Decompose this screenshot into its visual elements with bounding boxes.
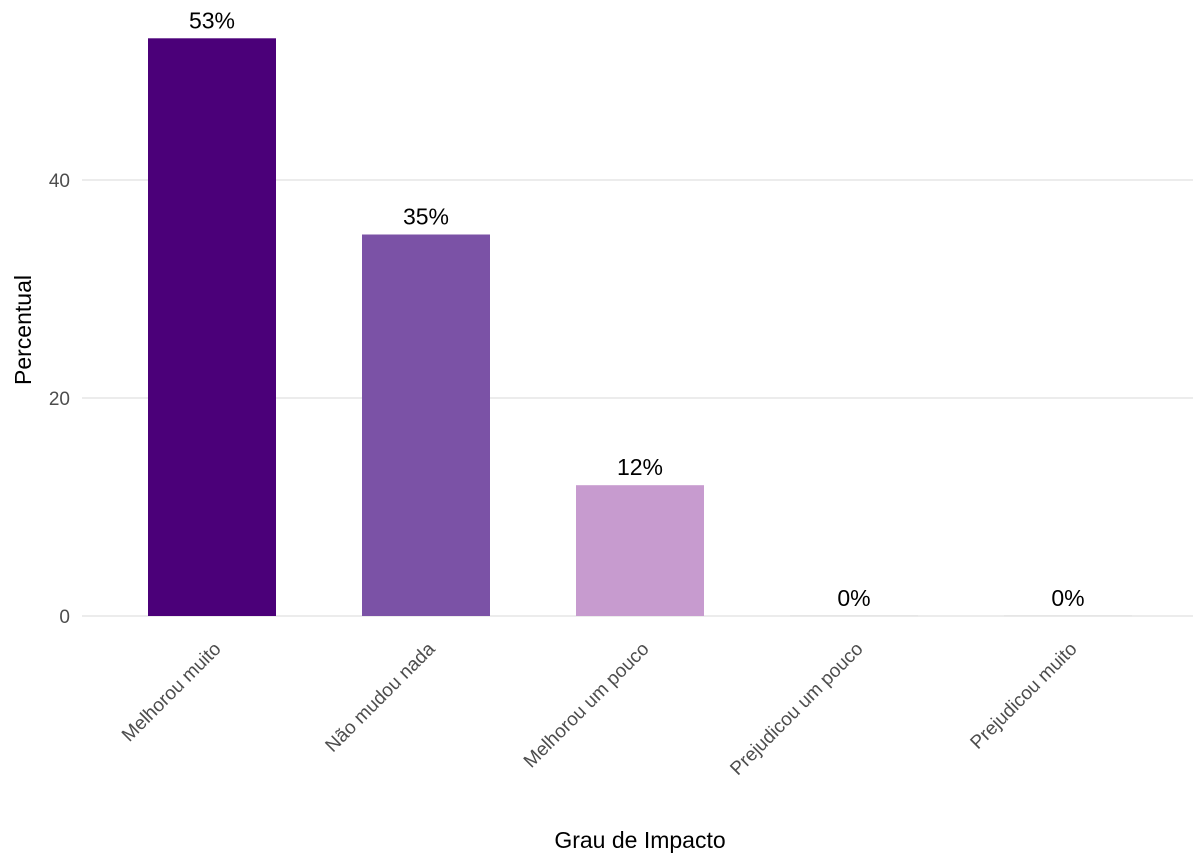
x-tick-label: Não mudou nada (322, 638, 440, 756)
x-tick-label: Melhorou muito (118, 639, 225, 746)
bar (148, 38, 276, 617)
x-tick-labels: Melhorou muito Não mudou nada Melhorou um … (118, 638, 1081, 779)
data-label: 0% (837, 585, 870, 611)
bar (576, 485, 704, 616)
bar (790, 615, 918, 617)
data-labels: 53% 35% 12% 0% 0% (189, 7, 1085, 611)
y-tick-label: 0 (59, 607, 70, 628)
y-tick-label: 20 (49, 389, 70, 410)
x-tick-label: Melhorou um pouco (520, 639, 654, 773)
x-tick-label: Prejudicou um pouco (726, 639, 867, 780)
y-tick-label: 40 (49, 171, 70, 192)
bars (148, 38, 1132, 617)
data-label: 12% (617, 454, 663, 480)
data-label: 53% (189, 7, 235, 33)
data-label: 0% (1051, 585, 1084, 611)
data-label: 35% (403, 204, 449, 230)
y-axis-title: Percentual (10, 275, 36, 385)
x-axis-title: Grau de Impacto (554, 827, 725, 853)
bar (1004, 615, 1132, 617)
bar (362, 234, 490, 616)
x-tick-label: Prejudicou muito (967, 639, 1082, 754)
y-tick-labels: 0 20 40 (49, 171, 70, 628)
